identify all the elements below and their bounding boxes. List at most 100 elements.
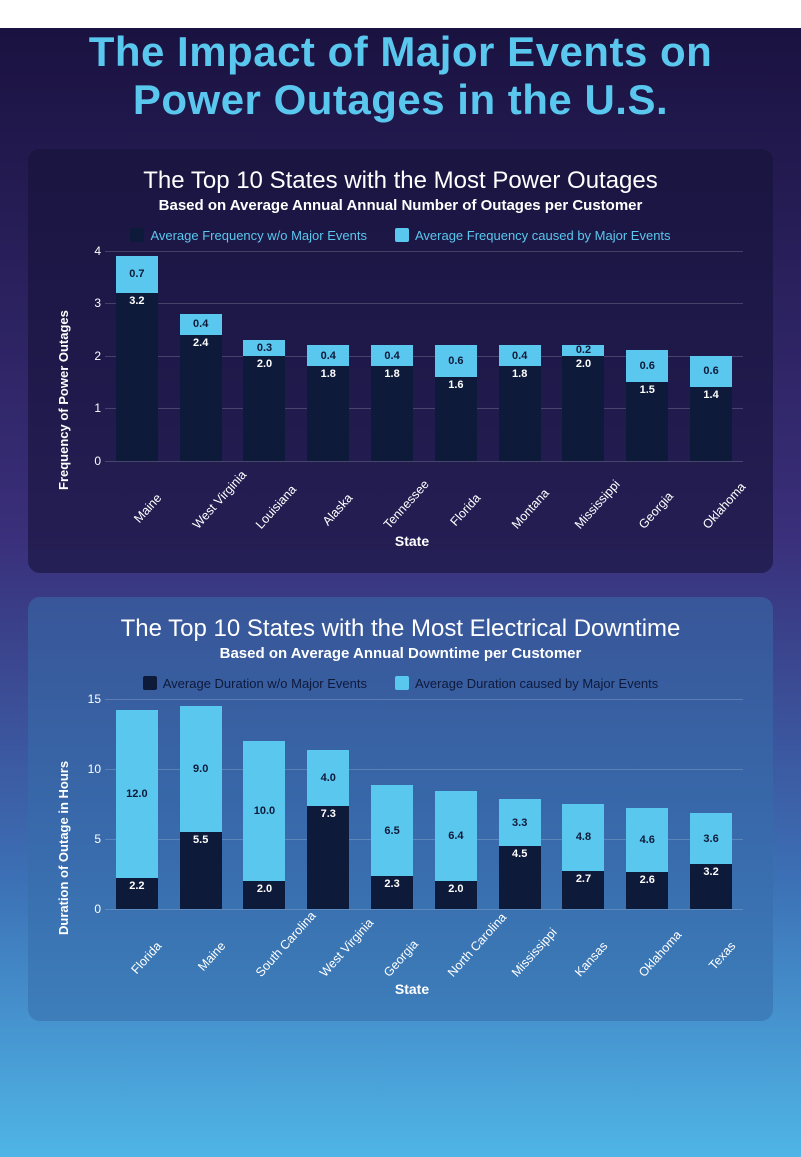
bar-segment-major-events: 4.0	[307, 750, 349, 806]
bars-container: 0.73.20.42.40.32.00.41.80.41.80.61.60.41…	[105, 251, 743, 461]
bar-segment-major-events: 3.3	[499, 799, 541, 845]
chart-panel-downtime: The Top 10 States with the Most Electric…	[28, 597, 773, 1021]
bar-segment-without-major-events: 2.6	[626, 872, 668, 908]
bar-column: 0.32.0	[243, 340, 285, 461]
x-tick-label: South Carolina	[253, 939, 333, 1017]
bar-segment-major-events: 6.5	[371, 785, 413, 876]
x-tick-label: North Carolina	[445, 939, 525, 1017]
x-tick-label: Louisiana	[253, 491, 333, 569]
chart2-plot: 05101512.02.29.05.510.02.04.07.36.52.36.…	[75, 699, 749, 909]
x-tick-label: Georgia	[636, 491, 716, 569]
bar-column: 4.62.6	[626, 808, 668, 909]
y-tick-label: 5	[75, 832, 101, 846]
y-tick-label: 2	[75, 349, 101, 363]
bar-segment-major-events: 0.4	[180, 314, 222, 335]
x-tick-label: Mississippi	[572, 491, 652, 569]
bar-column: 0.22.0	[562, 345, 604, 461]
bar-segment-without-major-events: 7.3	[307, 806, 349, 908]
x-tick-label: Kansas	[572, 939, 652, 1017]
x-tick-label: Alaska	[317, 491, 397, 569]
x-tick-label: Florida	[126, 939, 206, 1017]
legend-swatch	[395, 676, 409, 690]
legend-swatch	[143, 676, 157, 690]
bar-segment-without-major-events: 2.0	[562, 356, 604, 461]
y-tick-label: 4	[75, 244, 101, 258]
chart2-x-labels: FloridaMaineSouth CarolinaWest VirginiaG…	[105, 909, 743, 979]
bar-column: 6.52.3	[371, 785, 413, 908]
legend-label: Average Duration w/o Major Events	[163, 676, 367, 691]
chart2-title: The Top 10 States with the Most Electric…	[52, 615, 749, 643]
bar-segment-major-events: 0.7	[116, 256, 158, 293]
y-tick-label: 1	[75, 401, 101, 415]
chart1-y-axis-label: Frequency of Power Outages	[52, 251, 75, 549]
legend-label: Average Frequency w/o Major Events	[150, 228, 367, 243]
x-tick-label: Maine	[126, 491, 206, 569]
bar-column: 12.02.2	[116, 710, 158, 909]
x-tick-label: Oklahoma	[700, 491, 780, 569]
x-tick-label: West Virginia	[317, 939, 397, 1017]
chart1-plot: 012340.73.20.42.40.32.00.41.80.41.80.61.…	[75, 251, 749, 461]
legend-item: Average Frequency w/o Major Events	[130, 228, 367, 243]
bar-column: 0.73.2	[116, 256, 158, 461]
chart1-subtitle: Based on Average Annual Annual Number of…	[52, 197, 749, 214]
bar-column: 0.41.8	[307, 345, 349, 461]
y-tick-label: 0	[75, 454, 101, 468]
x-tick-label: Montana	[509, 491, 589, 569]
bar-segment-without-major-events: 1.8	[307, 366, 349, 461]
bar-segment-without-major-events: 2.2	[116, 878, 158, 909]
bar-column: 0.42.4	[180, 314, 222, 461]
bar-column: 10.02.0	[243, 741, 285, 909]
bar-column: 4.07.3	[307, 750, 349, 908]
bar-segment-without-major-events: 3.2	[690, 864, 732, 909]
y-tick-label: 3	[75, 296, 101, 310]
chart-panel-outages: The Top 10 States with the Most Power Ou…	[28, 149, 773, 573]
legend-label: Average Frequency caused by Major Events	[415, 228, 671, 243]
x-tick-label: Florida	[445, 491, 525, 569]
bar-segment-major-events: 0.6	[626, 350, 668, 382]
bar-column: 6.42.0	[435, 791, 477, 909]
x-tick-label: Georgia	[381, 939, 461, 1017]
chart2-y-axis-label: Duration of Outage in Hours	[52, 699, 75, 997]
legend-item: Average Duration caused by Major Events	[395, 676, 658, 691]
bar-segment-without-major-events: 2.7	[562, 871, 604, 909]
chart2-subtitle: Based on Average Annual Downtime per Cus…	[52, 645, 749, 662]
bar-segment-major-events: 0.2	[562, 345, 604, 356]
bar-column: 3.63.2	[690, 813, 732, 908]
bar-segment-major-events: 4.8	[562, 804, 604, 871]
chart1-legend: Average Frequency w/o Major Events Averag…	[52, 228, 749, 243]
chart1-title: The Top 10 States with the Most Power Ou…	[52, 167, 749, 195]
bar-column: 0.61.5	[626, 350, 668, 460]
bar-segment-major-events: 9.0	[180, 706, 222, 832]
bar-segment-without-major-events: 1.8	[499, 366, 541, 461]
bar-segment-without-major-events: 1.5	[626, 382, 668, 461]
bar-segment-without-major-events: 2.4	[180, 335, 222, 461]
gridline	[105, 461, 743, 462]
x-tick-label: Maine	[190, 939, 270, 1017]
bar-segment-without-major-events: 2.3	[371, 876, 413, 908]
gridline	[105, 909, 743, 910]
x-tick-label: West Virginia	[190, 491, 270, 569]
chart2-legend: Average Duration w/o Major Events Average…	[52, 676, 749, 691]
bar-segment-major-events: 6.4	[435, 791, 477, 881]
bar-column: 4.82.7	[562, 804, 604, 909]
bar-column: 0.41.8	[499, 345, 541, 461]
bar-segment-major-events: 10.0	[243, 741, 285, 881]
bar-segment-without-major-events: 2.0	[243, 356, 285, 461]
bar-column: 0.41.8	[371, 345, 413, 461]
title-line-2: Power Outages in the U.S.	[133, 76, 668, 123]
bar-segment-major-events: 0.4	[499, 345, 541, 366]
bar-segment-major-events: 3.6	[690, 813, 732, 863]
bar-segment-major-events: 0.6	[690, 356, 732, 388]
bar-segment-without-major-events: 2.0	[435, 881, 477, 909]
x-tick-label: Oklahoma	[636, 939, 716, 1017]
y-tick-label: 0	[75, 902, 101, 916]
bar-segment-without-major-events: 4.5	[499, 846, 541, 909]
bar-column: 0.61.4	[690, 356, 732, 461]
bar-segment-major-events: 4.6	[626, 808, 668, 872]
bars-container: 12.02.29.05.510.02.04.07.36.52.36.42.03.…	[105, 699, 743, 909]
bar-segment-major-events: 0.4	[307, 345, 349, 366]
bar-segment-without-major-events: 3.2	[116, 293, 158, 461]
y-tick-label: 10	[75, 762, 101, 776]
legend-item: Average Duration w/o Major Events	[143, 676, 367, 691]
main-title: The Impact of Major Events on Power Outa…	[0, 28, 801, 125]
